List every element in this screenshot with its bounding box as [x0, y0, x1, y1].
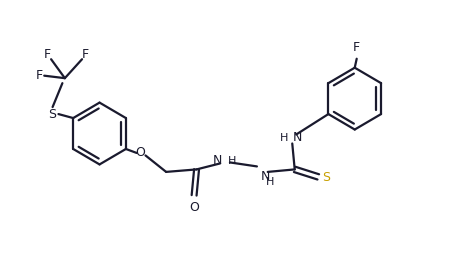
Text: H: H — [266, 177, 275, 187]
Text: F: F — [36, 69, 43, 82]
Text: F: F — [353, 41, 360, 54]
Text: S: S — [322, 171, 330, 184]
Text: N: N — [213, 155, 223, 167]
Text: N: N — [260, 170, 270, 183]
Text: H: H — [280, 132, 288, 142]
Text: S: S — [49, 107, 57, 120]
Text: O: O — [189, 201, 199, 214]
Text: F: F — [82, 48, 89, 61]
Text: H: H — [228, 156, 236, 166]
Text: O: O — [136, 147, 145, 160]
Text: F: F — [44, 48, 51, 61]
Text: N: N — [293, 131, 303, 144]
